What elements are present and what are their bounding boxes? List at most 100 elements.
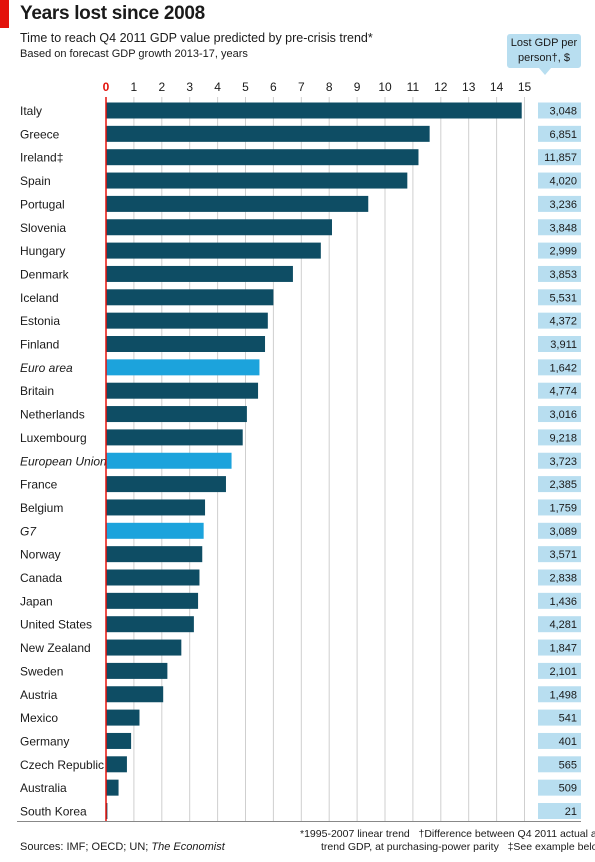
bar [106,312,268,329]
lost-gdp-cell [538,242,581,259]
footnote-line-2: trend GDP, at purchasing-power parity ‡S… [321,841,595,853]
category-label: Germany [20,734,69,748]
lost-gdp-value: 5,531 [549,292,577,304]
bar [106,172,408,189]
x-tick-label: 11 [407,80,420,94]
lost-gdp-value: 11,857 [544,152,577,164]
lost-gdp-cell [538,125,581,142]
lost-gdp-value: 4,020 [549,176,577,188]
lost-gdp-value: 3,723 [549,456,577,468]
lost-gdp-cell [538,639,581,656]
category-label: Finland [20,338,59,352]
category-label: Austria [20,688,58,702]
bar [106,639,182,656]
lost-gdp-value: 1,436 [549,596,577,608]
lost-gdp-value: 1,642 [549,362,577,374]
lost-gdp-value: 6,851 [549,129,577,141]
category-label: Britain [20,384,54,398]
chart-subtitle: Time to reach Q4 2011 GDP value predicte… [20,31,373,45]
source-note: Sources: IMF; OECD; UN; The Economist [20,841,225,853]
lost-gdp-cell [538,359,581,376]
lost-gdp-value: 3,236 [549,199,577,211]
x-tick-label: 4 [214,80,221,94]
footnote-line-1: *1995-2007 linear trend †Difference betw… [300,828,595,840]
chart-title: Years lost since 2008 [20,3,205,24]
bar [106,219,332,236]
category-label: Norway [20,548,61,562]
lost-gdp-value: 4,281 [549,619,577,631]
x-tick-label: 8 [326,80,333,94]
bar [106,686,164,703]
lost-gdp-cell [538,732,581,749]
category-label: France [20,478,58,492]
x-tick-label: 1 [131,80,138,94]
lost-gdp-value: 565 [559,759,577,771]
category-label: Spain [20,174,51,188]
lost-gdp-cell [538,662,581,679]
lost-gdp-cell [538,686,581,703]
bar [106,195,369,212]
category-label: Estonia [20,314,60,328]
bar [106,522,204,539]
bar [106,569,200,586]
lost-gdp-value: 2,999 [549,246,577,258]
lost-gdp-value: 3,089 [549,526,577,538]
bar [106,499,206,516]
lost-gdp-value: 3,048 [549,106,577,118]
lost-gdp-value: 21 [565,806,577,818]
category-label: Australia [20,781,67,795]
lost-gdp-cell [538,756,581,773]
category-label: Iceland [20,291,59,305]
lost-gdp-cell [538,592,581,609]
bar [106,289,274,306]
category-label: Ireland‡ [20,151,63,165]
lost-gdp-cell [538,265,581,282]
category-label: South Korea [20,805,87,819]
category-label: New Zealand [20,641,91,655]
lost-gdp-value: 3,853 [549,269,577,281]
category-label: Slovenia [20,221,66,235]
lost-gdp-value: 2,838 [549,573,577,585]
lost-gdp-value: 9,218 [549,432,577,444]
lost-gdp-cell [538,616,581,633]
lost-gdp-cell [538,336,581,352]
lost-gdp-column-header: Lost GDP per person†, $ [507,34,581,75]
lost-gdp-cell [538,522,581,539]
bar [106,662,168,679]
x-tick-label: 10 [378,80,392,94]
bar [106,359,260,376]
category-label: G7 [20,524,37,538]
bar [106,592,199,609]
category-label: Hungary [20,244,65,258]
bar [106,265,293,282]
category-label: Belgium [20,501,63,515]
bar [106,732,132,749]
x-tick-label: 3 [186,80,193,94]
category-label: Canada [20,571,62,585]
category-label: Portugal [20,197,65,211]
x-tick-label: 13 [462,80,476,94]
bar [106,102,522,119]
category-label: European Union [20,454,107,468]
lost-gdp-cell [538,476,581,493]
category-label: Greece [20,127,60,141]
lost-gdp-cell [538,219,581,236]
bar [106,242,321,259]
lost-gdp-value: 1,498 [549,689,577,701]
category-label: Italy [20,104,42,118]
x-tick-label: 0 [103,80,110,94]
lost-gdp-cell [538,149,581,166]
lost-gdp-value: 1,759 [549,502,577,514]
brand-red-tab [0,0,9,28]
lost-gdp-cell [538,499,581,516]
lost-gdp-value: 3,848 [549,222,577,234]
lost-gdp-value: 509 [559,783,577,795]
bottom-rule [17,821,581,822]
bar [106,616,194,633]
category-label: Mexico [20,711,58,725]
footnotes: *1995-2007 linear trend †Difference betw… [300,828,595,854]
x-tick-label: 12 [434,80,448,94]
x-tick-label: 2 [158,80,165,94]
lost-gdp-cell [538,569,581,586]
bar [106,709,140,726]
